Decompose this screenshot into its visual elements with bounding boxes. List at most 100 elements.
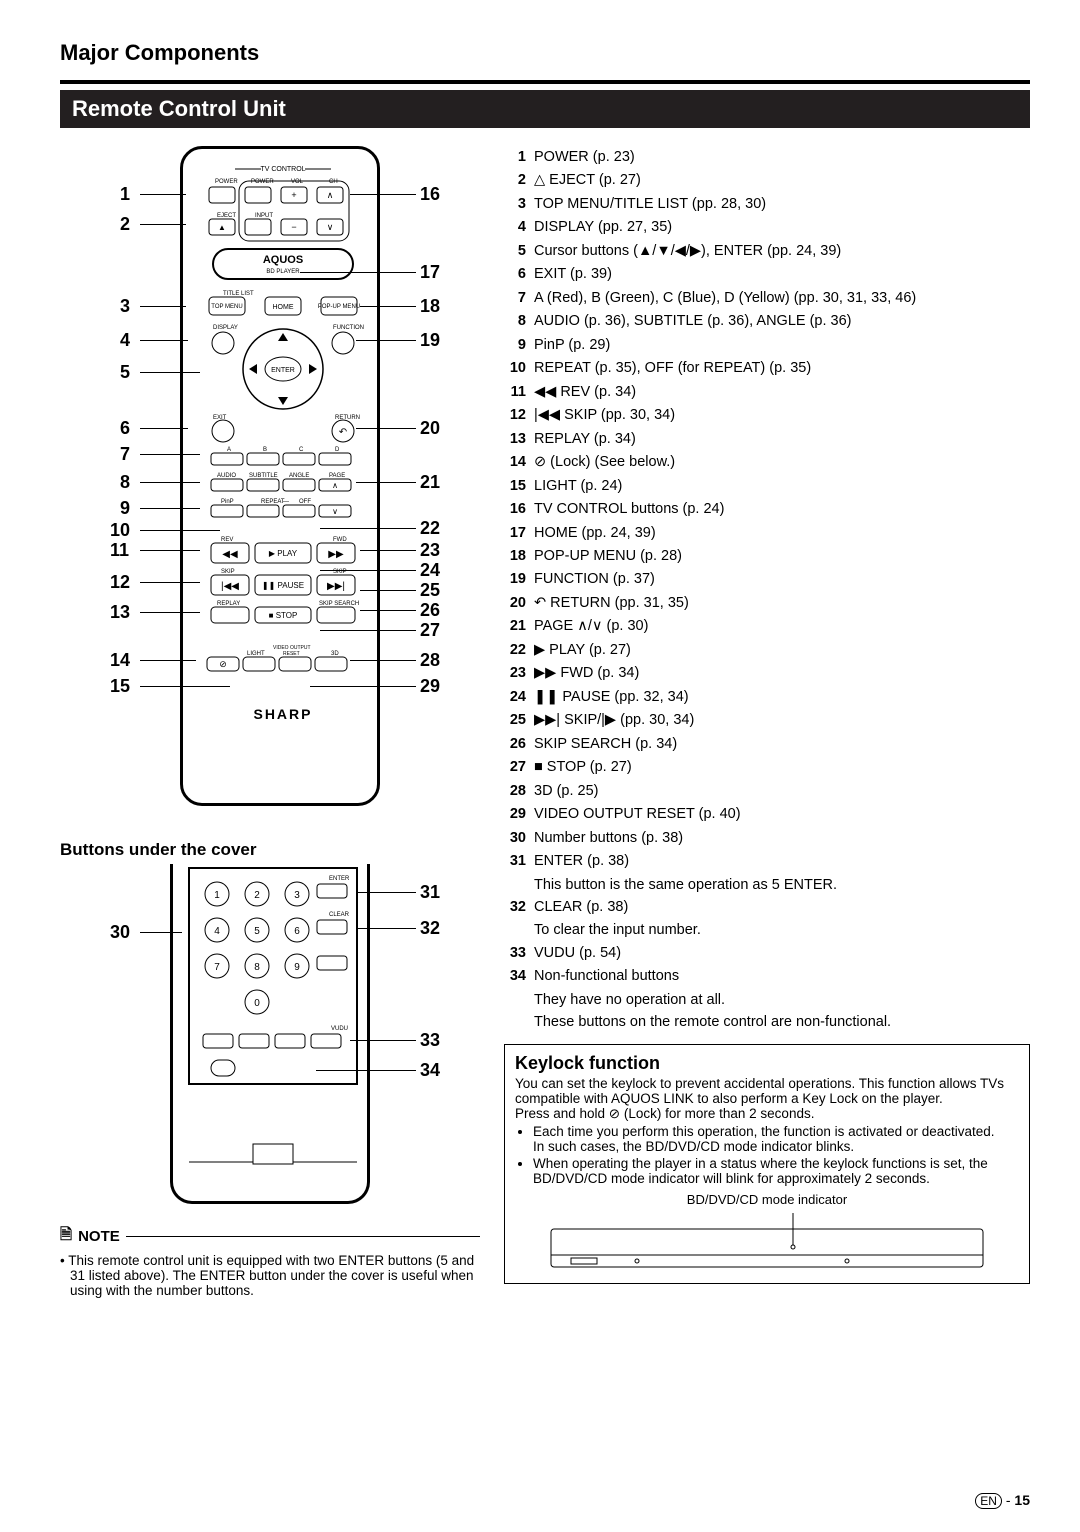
svg-text:CLEAR: CLEAR [329, 912, 350, 918]
component-row: 13 REPLAY (p. 34) [504, 428, 1030, 450]
svg-text:■ STOP: ■ STOP [269, 611, 298, 620]
svg-text:REPEAT: REPEAT [261, 499, 285, 505]
component-text: TOP MENU/TITLE LIST (pp. 28, 30) [534, 193, 1030, 215]
remote-diagram: TV CONTROL POWERPOWER VOLCH + ∧ EJECTINP… [60, 146, 480, 826]
component-row: 15LIGHT (p. 24) [504, 475, 1030, 497]
callout-27: 27 [420, 620, 440, 641]
component-num: 29 [504, 803, 526, 825]
callout-25: 25 [420, 580, 440, 601]
svg-text:PinP: PinP [221, 499, 234, 505]
component-text: REPEAT (p. 35), OFF (for REPEAT) (p. 35) [534, 357, 1030, 379]
component-text: Number buttons (p. 38) [534, 827, 1030, 849]
keylock-press: Press and hold ⊘ (Lock) for more than 2 … [515, 1106, 1019, 1122]
keylock-bullet: When operating the player in a status wh… [533, 1156, 1019, 1186]
component-text: PAGE ∧/∨ (p. 30) [534, 615, 1030, 637]
component-num: 22 [504, 639, 526, 661]
svg-text:−: − [291, 222, 296, 232]
svg-text:SKIP SEARCH: SKIP SEARCH [319, 601, 359, 607]
component-text: △ EJECT (p. 27) [534, 169, 1030, 191]
component-text: ▶▶ FWD (p. 34) [534, 662, 1030, 684]
svg-text:EJECT: EJECT [217, 213, 236, 219]
component-row: 25▶▶| SKIP/|▶ (pp. 30, 34) [504, 709, 1030, 731]
component-row: 31ENTER (p. 38) [504, 850, 1030, 872]
svg-text:8: 8 [254, 962, 260, 973]
callout-22: 22 [420, 518, 440, 539]
callout-19: 19 [420, 330, 440, 351]
component-num: 14 [504, 451, 526, 473]
component-row: 3 TOP MENU/TITLE LIST (pp. 28, 30) [504, 193, 1030, 215]
callout-21: 21 [420, 472, 440, 493]
svg-text:POWER: POWER [215, 179, 238, 185]
svg-text:▶ PLAY: ▶ PLAY [269, 549, 298, 558]
component-text: POP-UP MENU (p. 28) [534, 545, 1030, 567]
note-icon: 🗎 [60, 1224, 72, 1249]
svg-text:↶: ↶ [339, 427, 347, 438]
svg-text:OFF: OFF [299, 499, 311, 505]
component-subtext: To clear the input number. [534, 919, 1030, 941]
component-text: |◀◀ SKIP (pp. 30, 34) [534, 404, 1030, 426]
svg-text:ANGLE: ANGLE [289, 473, 309, 479]
component-num: 11 [504, 381, 526, 403]
under-cover-diagram: 1 2 3 ENTER 4 5 6 CLEAR 7 8 9 0 VUDU [60, 864, 480, 1214]
component-row: 4DISPLAY (pp. 27, 35) [504, 216, 1030, 238]
component-row: 16TV CONTROL buttons (p. 24) [504, 498, 1030, 520]
component-num: 1 [504, 146, 526, 168]
component-subtext: This button is the same operation as 5 E… [534, 874, 1030, 896]
component-row: 12 |◀◀ SKIP (pp. 30, 34) [504, 404, 1030, 426]
player-illustration [547, 1213, 987, 1273]
component-row: 34Non-functional buttons [504, 965, 1030, 987]
svg-text:FUNCTION: FUNCTION [333, 325, 364, 331]
page-footer: EN - 15 [975, 1492, 1030, 1508]
callout-12: 12 [110, 572, 130, 593]
svg-text:9: 9 [294, 962, 300, 973]
component-num: 20 [504, 592, 526, 614]
footer-lang: EN [975, 1493, 1002, 1509]
component-text: Non-functional buttons [534, 965, 1030, 987]
component-text: POWER (p. 23) [534, 146, 1030, 168]
rule-strong [60, 80, 1030, 84]
callout-33: 33 [420, 1030, 440, 1051]
component-row: 9PinP (p. 29) [504, 334, 1030, 356]
callout-13: 13 [110, 602, 130, 623]
component-num: 23 [504, 662, 526, 684]
component-num: 13 [504, 428, 526, 450]
component-row: 32CLEAR (p. 38) [504, 896, 1030, 918]
component-row: 8AUDIO (p. 36), SUBTITLE (p. 36), ANGLE … [504, 310, 1030, 332]
component-num: 9 [504, 334, 526, 356]
component-num: 6 [504, 263, 526, 285]
component-num: 18 [504, 545, 526, 567]
component-text: ▶ PLAY (p. 27) [534, 639, 1030, 661]
svg-text:PAGE: PAGE [329, 473, 345, 479]
keylock-intro: You can set the keylock to prevent accid… [515, 1076, 1019, 1106]
callout-32: 32 [420, 918, 440, 939]
component-num: 12 [504, 404, 526, 426]
callout-14: 14 [110, 650, 130, 671]
component-row: 14 ⊘ (Lock) (See below.) [504, 451, 1030, 473]
component-text: ↶ RETURN (pp. 31, 35) [534, 592, 1030, 614]
svg-text:C: C [299, 447, 304, 453]
component-row: 24❚❚ PAUSE (pp. 32, 34) [504, 686, 1030, 708]
svg-text:INPUT: INPUT [255, 213, 273, 219]
component-num: 7 [504, 287, 526, 309]
component-num: 4 [504, 216, 526, 238]
component-text: ⊘ (Lock) (See below.) [534, 451, 1030, 473]
callout-8: 8 [120, 472, 130, 493]
svg-text:3: 3 [294, 890, 300, 901]
svg-text:BD PLAYER: BD PLAYER [266, 269, 300, 275]
component-num: 19 [504, 568, 526, 590]
chapter-title: Major Components [60, 40, 1030, 66]
svg-text:∨: ∨ [332, 507, 338, 516]
component-text: VUDU (p. 54) [534, 942, 1030, 964]
component-num: 24 [504, 686, 526, 708]
component-num: 3 [504, 193, 526, 215]
note-body: • This remote control unit is equipped w… [60, 1253, 480, 1298]
component-text: REPLAY (p. 34) [534, 428, 1030, 450]
callout-26: 26 [420, 600, 440, 621]
component-num: 8 [504, 310, 526, 332]
svg-text:⊘: ⊘ [219, 659, 227, 669]
component-num: 28 [504, 780, 526, 802]
component-row: 20 ↶ RETURN (pp. 31, 35) [504, 592, 1030, 614]
keylock-box: Keylock function You can set the keylock… [504, 1044, 1030, 1284]
callout-6: 6 [120, 418, 130, 439]
svg-text:∨: ∨ [327, 222, 334, 232]
